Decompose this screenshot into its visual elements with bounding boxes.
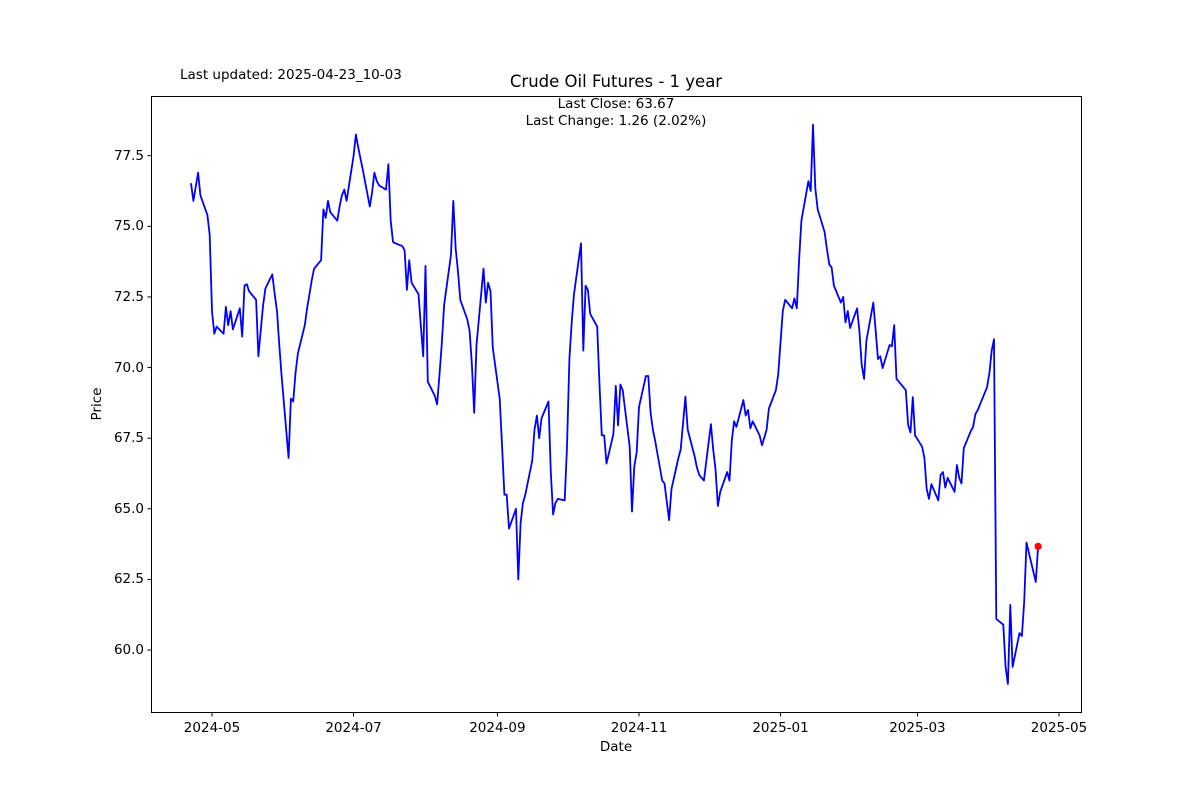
x-tick-label: 2025-05 xyxy=(1030,720,1088,736)
last-updated-text: Last updated: 2025-04-23_10-03 xyxy=(180,67,402,83)
axes-spines xyxy=(151,96,1082,713)
price-line xyxy=(190,123,1039,685)
y-tick-label: 60.0 xyxy=(113,642,144,659)
last-price-marker xyxy=(1034,542,1042,551)
y-tick-label: 72.5 xyxy=(113,288,144,305)
y-tick-label: 75.0 xyxy=(113,218,144,235)
y-tick-label: 62.5 xyxy=(113,571,144,588)
x-axis-label: Date xyxy=(599,739,633,755)
x-tick-label: 2024-11 xyxy=(610,720,668,736)
x-tick-label: 2024-09 xyxy=(469,720,526,736)
annotation-last-change: Last Change: 1.26 (2.02%) xyxy=(525,113,707,129)
y-tick-label: 65.0 xyxy=(113,500,144,517)
annotation: Last Close: 63.67 Last Change: 1.26 (2.0… xyxy=(526,96,707,130)
y-tick-label: 70.0 xyxy=(113,359,144,376)
x-tick-label: 2024-05 xyxy=(183,720,241,736)
x-tick-label: 2024-07 xyxy=(325,720,382,736)
chart-title: Crude Oil Futures - 1 year xyxy=(509,72,723,91)
x-tick-label: 2025-01 xyxy=(752,720,809,736)
annotation-last-close: Last Close: 63.67 xyxy=(557,96,675,112)
x-tick-label: 2025-03 xyxy=(889,720,946,736)
y-axis-label: Price xyxy=(89,387,105,421)
y-tick-label: 77.5 xyxy=(113,147,144,164)
y-tick-label: 67.5 xyxy=(113,430,144,447)
